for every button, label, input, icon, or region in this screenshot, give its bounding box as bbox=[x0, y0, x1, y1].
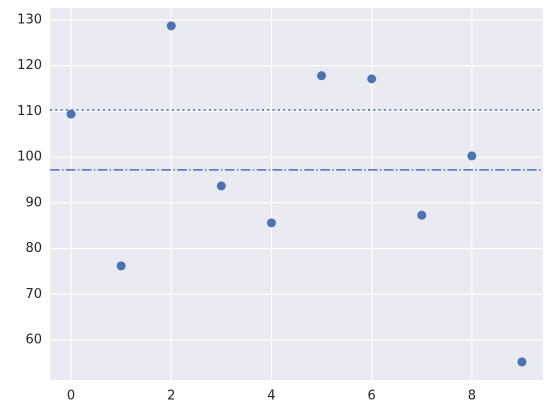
point bbox=[266, 218, 276, 228]
x-tick-label: 2 bbox=[167, 389, 175, 404]
y-tick-label: 120 bbox=[17, 58, 42, 73]
point bbox=[317, 71, 327, 81]
y-tick-label: 100 bbox=[17, 150, 42, 165]
x-tick-label: 8 bbox=[468, 389, 476, 404]
y-tick-label: 130 bbox=[17, 12, 42, 27]
y-tick-label: 60 bbox=[25, 332, 42, 347]
point bbox=[216, 181, 226, 191]
y-tick-label: 90 bbox=[25, 195, 42, 210]
y-tick-label: 110 bbox=[17, 104, 42, 119]
plot-area bbox=[50, 8, 543, 380]
point bbox=[417, 210, 427, 220]
point bbox=[66, 109, 76, 119]
point bbox=[467, 151, 477, 161]
y-tick-label: 80 bbox=[25, 241, 42, 256]
x-tick-label: 6 bbox=[368, 389, 376, 404]
x-tick-label: 4 bbox=[267, 389, 275, 404]
point bbox=[166, 21, 176, 31]
x-tick-label: 0 bbox=[67, 389, 75, 404]
point bbox=[116, 261, 126, 271]
point bbox=[367, 74, 377, 84]
point bbox=[517, 357, 527, 367]
y-tick-label: 70 bbox=[25, 287, 42, 302]
